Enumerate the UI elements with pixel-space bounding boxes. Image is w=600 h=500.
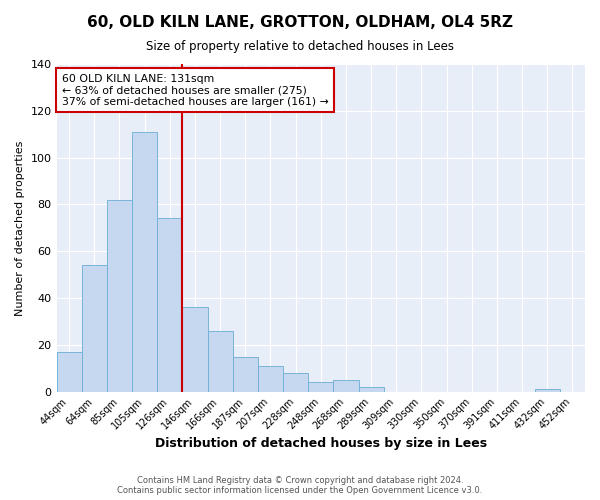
Bar (308, 382, 334, 392)
Bar (157, 218, 182, 392)
Bar (56, 352, 82, 392)
Text: Size of property relative to detached houses in Lees: Size of property relative to detached ho… (146, 40, 454, 53)
Text: Contains HM Land Registry data © Crown copyright and database right 2024.
Contai: Contains HM Land Registry data © Crown c… (118, 476, 482, 495)
Bar (233, 356, 258, 392)
X-axis label: Distribution of detached houses by size in Lees: Distribution of detached houses by size … (155, 437, 487, 450)
Bar (283, 373, 308, 392)
Bar (359, 387, 383, 392)
Text: 60 OLD KILN LANE: 131sqm
← 63% of detached houses are smaller (275)
37% of semi-: 60 OLD KILN LANE: 131sqm ← 63% of detach… (62, 74, 329, 107)
Bar (107, 200, 132, 392)
Bar (535, 390, 560, 392)
Bar (182, 308, 208, 392)
Bar (208, 331, 233, 392)
Bar (258, 366, 283, 392)
Bar (82, 266, 107, 392)
Bar (334, 380, 359, 392)
Bar (132, 132, 157, 392)
Y-axis label: Number of detached properties: Number of detached properties (15, 140, 25, 316)
Text: 60, OLD KILN LANE, GROTTON, OLDHAM, OL4 5RZ: 60, OLD KILN LANE, GROTTON, OLDHAM, OL4 … (87, 15, 513, 30)
